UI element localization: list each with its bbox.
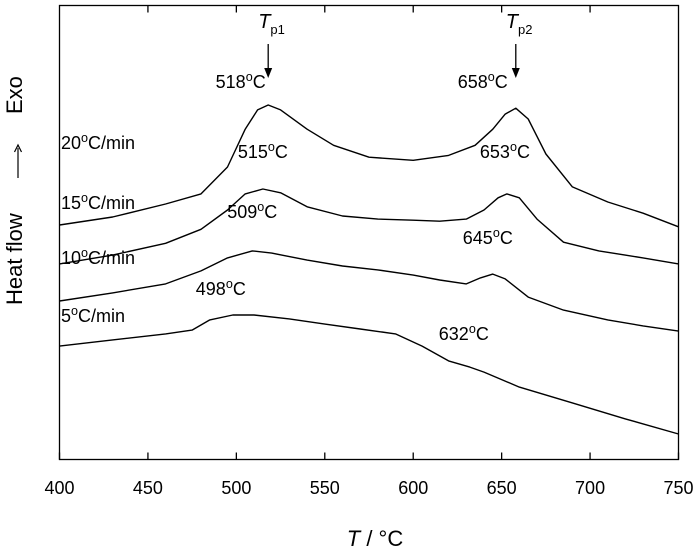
x-tick-label: 550 [310, 478, 340, 498]
series-curves [59, 104, 679, 435]
series-rate-label: 20oC/min [61, 131, 135, 153]
series-rate-label: 10oC/min [61, 246, 135, 268]
series-line [59, 314, 679, 435]
peak-temperature-label: 498oC [196, 277, 246, 299]
x-tick-label: 700 [575, 478, 605, 498]
peak-symbol: Tp2 [506, 11, 533, 37]
peak-symbol: Tp1 [258, 11, 285, 37]
y-axis-label: Heat flow [2, 213, 27, 305]
peak-arrows: Tp1 Tp2 [258, 11, 532, 78]
peak-labels: 518oC 658oC 515oC 653oC 509oC 645oC 498oC 632oC [196, 70, 530, 344]
x-tick-label: 400 [44, 478, 74, 498]
peak-temperature-label: 653oC [480, 140, 530, 162]
y-axis-arrow-head [13, 143, 23, 153]
peak-temperature-label: 509oC [227, 200, 277, 222]
x-axis-ticks [58, 5, 680, 460]
x-tick-label: 600 [398, 478, 428, 498]
series-line [59, 104, 679, 228]
series-rate-label: 5oC/min [61, 304, 125, 326]
x-tick-label: 450 [133, 478, 163, 498]
y-axis-direction-group: Exo [2, 76, 27, 114]
peak-temperature-label: 518oC [216, 70, 266, 92]
peak-temperature-label: 645oC [463, 226, 513, 248]
series-line [59, 250, 679, 332]
series-labels: 20oC/min 15oC/min 10oC/min 5oC/min [61, 131, 135, 326]
series-line [59, 188, 679, 265]
peak-arrow-head [264, 68, 273, 78]
x-axis-label-unit: / °C [360, 526, 403, 551]
peak-arrow-head [511, 68, 520, 78]
x-axis-label-symbol: T [347, 526, 362, 551]
x-tick-label: 650 [487, 478, 517, 498]
x-axis-label: T / °C [347, 526, 404, 551]
peak-temperature-label: 658oC [458, 70, 508, 92]
plot-frame [58, 4, 680, 461]
peak-temperature-label: 515oC [238, 140, 288, 162]
peak-temperature-label: 632oC [439, 322, 489, 344]
y-axis-label-group: Heat flow [2, 213, 27, 305]
y-axis-direction-label: Exo [2, 76, 27, 114]
series-rate-label: 15oC/min [61, 191, 135, 213]
x-tick-label: 500 [221, 478, 251, 498]
x-axis-tick-labels: 400 450 500 550 600 650 700 750 [44, 478, 693, 498]
x-tick-label: 750 [663, 478, 693, 498]
